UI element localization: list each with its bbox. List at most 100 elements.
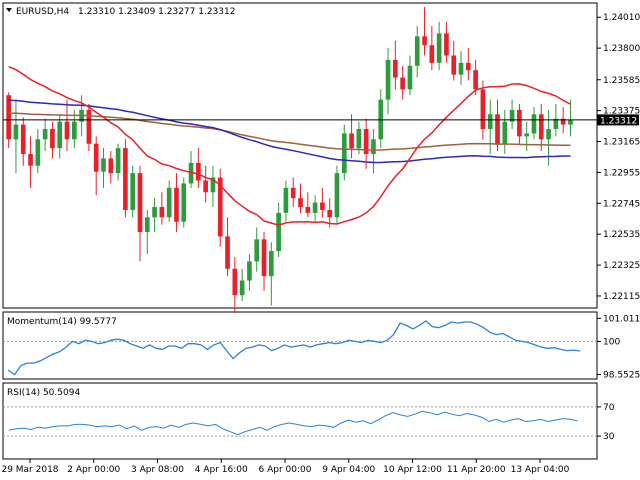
price-axis: 1.24010 1.23800 1.23585 1.23375 1.23165 1.229…: [597, 13, 640, 302]
rsi-panel: [2, 382, 598, 460]
candle: [64, 99, 70, 152]
candle: [363, 118, 369, 169]
candle: [524, 121, 530, 152]
candle-body: [517, 109, 522, 137]
candle-body: [196, 162, 201, 181]
candle: [86, 104, 92, 152]
candle-body: [495, 114, 500, 144]
current-price-label: 1.23312: [600, 116, 637, 126]
candle-body: [531, 114, 537, 134]
candle: [568, 99, 573, 137]
candle: [458, 51, 464, 85]
candle: [225, 217, 230, 277]
candle-body: [553, 118, 559, 130]
candle: [203, 165, 208, 203]
candle-body: [502, 121, 508, 144]
price-tick-label: 1.23375: [603, 107, 640, 117]
candle: [495, 99, 500, 152]
candle-body: [123, 148, 128, 210]
candle-body: [422, 36, 427, 46]
candle: [152, 198, 157, 232]
candle-body: [261, 239, 267, 277]
candle: [239, 268, 245, 302]
candle-body: [283, 187, 289, 213]
candle: [538, 104, 544, 152]
candle-body: [159, 206, 165, 218]
price-panel: [2, 2, 598, 309]
price-tick-label: 1.23165: [603, 138, 640, 148]
candle: [298, 183, 303, 213]
candle: [509, 99, 515, 130]
candle-body: [429, 45, 435, 63]
candle: [115, 143, 121, 181]
candle: [101, 148, 106, 188]
candle-body: [385, 59, 391, 100]
candle-body: [341, 133, 347, 174]
candle-body: [144, 217, 150, 232]
time-tick-label: 2 Apr 00:00: [67, 465, 120, 475]
chart-symbol: EURUSD,H4: [16, 7, 69, 17]
candle-body: [327, 209, 333, 218]
candle-body: [334, 173, 340, 218]
rsi-tick-label: 70: [603, 403, 615, 413]
price-tick-label: 1.22325: [603, 261, 640, 271]
candle: [217, 168, 223, 247]
candle: [174, 173, 179, 232]
candle: [334, 165, 340, 225]
candle: [50, 121, 55, 159]
candle: [283, 180, 289, 222]
candle-body: [480, 89, 486, 130]
candle-body: [101, 158, 106, 172]
rsi-tick-label: 30: [603, 432, 615, 442]
candle-body: [276, 212, 281, 252]
candle: [196, 148, 201, 188]
candle-body: [203, 180, 208, 193]
candle-body: [181, 183, 187, 222]
time-tick-label: 13 Apr 04:00: [511, 465, 570, 475]
price-tick-label: 1.22955: [603, 168, 640, 178]
candle: [436, 21, 442, 71]
candles: [6, 6, 573, 313]
candle-body: [232, 268, 238, 296]
candle: [371, 129, 376, 174]
sma-red-line: [8, 66, 571, 226]
candle-body: [400, 77, 405, 90]
candle-body: [560, 118, 566, 125]
candle: [35, 129, 41, 174]
time-tick-label: 9 Apr 04:00: [322, 465, 375, 475]
candle-body: [363, 129, 369, 155]
time-tick-label: 6 Apr 00:00: [259, 465, 312, 475]
candle-body: [137, 173, 143, 232]
candle: [422, 6, 427, 56]
candle-body: [320, 202, 325, 210]
candle-body: [268, 251, 274, 277]
candle: [137, 165, 143, 262]
candle-body: [546, 129, 551, 140]
candle-body: [487, 114, 493, 130]
momentum-axis: 101.0113 100 98.5525: [597, 314, 640, 381]
candle-body: [217, 177, 223, 237]
time-tick-label: 11 Apr 20:00: [447, 465, 506, 475]
candle-body: [130, 173, 136, 210]
candle-body: [538, 114, 544, 140]
candle: [312, 195, 318, 222]
candle: [487, 99, 493, 155]
candle-body: [57, 121, 63, 149]
candle: [320, 187, 325, 218]
candle: [385, 48, 391, 115]
momentum-tick-label: 100: [603, 337, 620, 347]
candle: [451, 40, 457, 81]
candle-body: [13, 124, 19, 140]
collapse-triangle-icon[interactable]: [6, 8, 12, 12]
candle: [57, 114, 63, 159]
time-tick-label: 10 Apr 12:00: [383, 465, 442, 475]
candle: [93, 136, 99, 196]
candle-body: [64, 121, 70, 140]
candle-body: [28, 154, 33, 166]
candle: [349, 114, 354, 159]
candle: [28, 136, 33, 188]
candle: [268, 242, 274, 306]
candle: [327, 198, 333, 228]
candle: [247, 254, 252, 291]
